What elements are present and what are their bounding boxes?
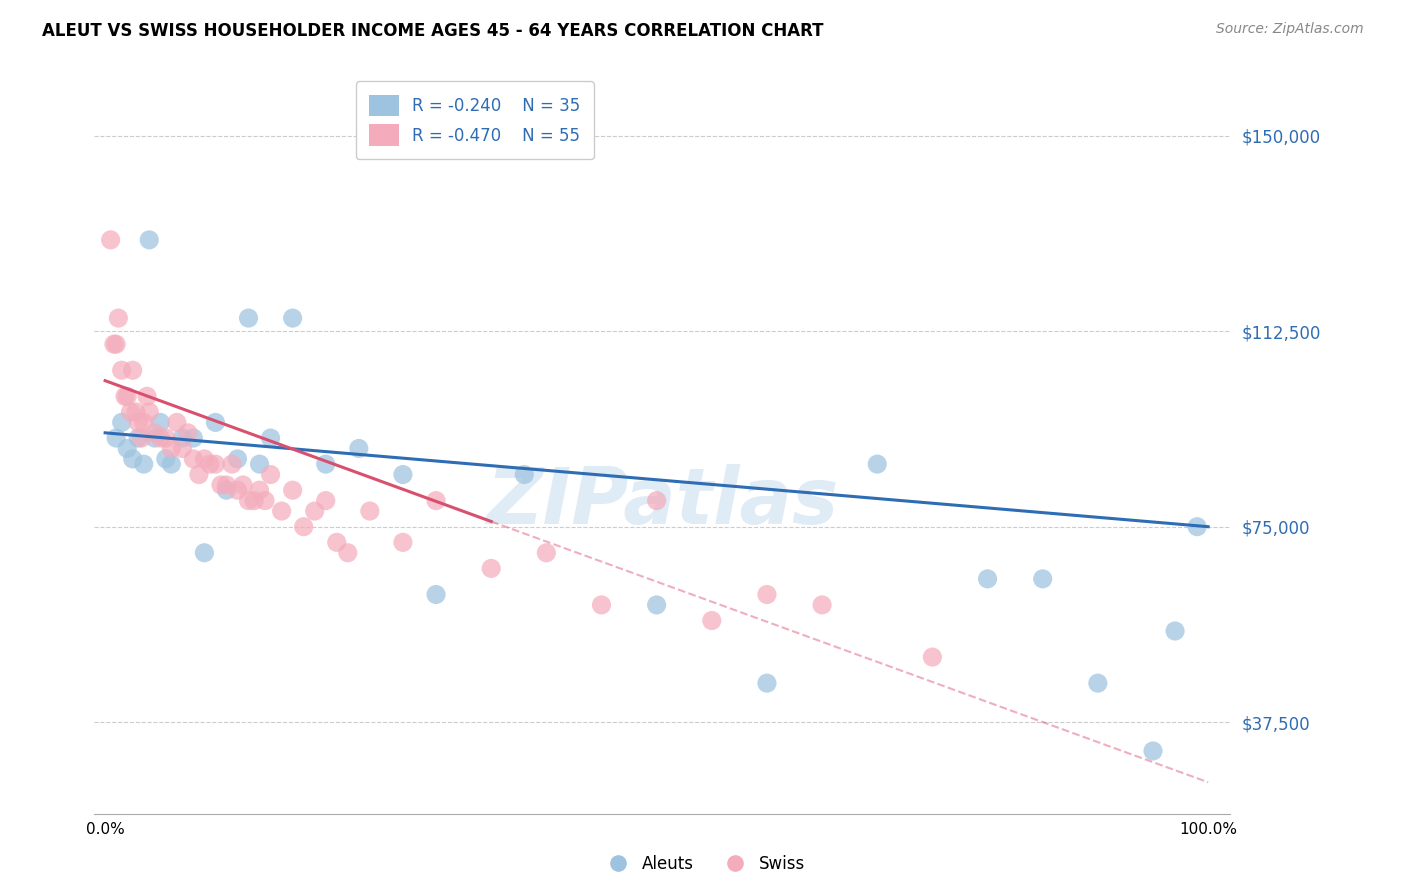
Point bbox=[249, 457, 271, 471]
Point bbox=[149, 416, 172, 430]
Point bbox=[755, 587, 778, 601]
Point bbox=[125, 405, 148, 419]
Point bbox=[115, 389, 138, 403]
Text: Source: ZipAtlas.com: Source: ZipAtlas.com bbox=[1216, 22, 1364, 37]
Point bbox=[921, 650, 943, 665]
Point bbox=[645, 493, 668, 508]
Point bbox=[238, 311, 260, 326]
Point bbox=[226, 451, 249, 466]
Point bbox=[127, 416, 149, 430]
Point bbox=[536, 546, 558, 560]
Point bbox=[976, 572, 998, 586]
Point bbox=[336, 546, 359, 560]
Text: ALEUT VS SWISS HOUSEHOLDER INCOME AGES 45 - 64 YEARS CORRELATION CHART: ALEUT VS SWISS HOUSEHOLDER INCOME AGES 4… bbox=[42, 22, 824, 40]
Point bbox=[249, 483, 271, 498]
Point bbox=[700, 614, 723, 628]
Point bbox=[254, 493, 277, 508]
Point bbox=[193, 451, 215, 466]
Point bbox=[270, 504, 292, 518]
Point bbox=[177, 425, 200, 440]
Point bbox=[138, 233, 160, 247]
Point bbox=[100, 233, 122, 247]
Point bbox=[204, 416, 226, 430]
Point bbox=[138, 405, 160, 419]
Point bbox=[115, 442, 138, 456]
Point bbox=[281, 483, 304, 498]
Point bbox=[149, 431, 172, 445]
Point bbox=[183, 431, 205, 445]
Point bbox=[221, 457, 243, 471]
Point bbox=[111, 363, 134, 377]
Point bbox=[114, 389, 136, 403]
Point bbox=[811, 598, 834, 612]
Point bbox=[209, 478, 232, 492]
Point bbox=[359, 504, 381, 518]
Point bbox=[866, 457, 889, 471]
Point bbox=[204, 457, 226, 471]
Point bbox=[1032, 572, 1054, 586]
Point bbox=[183, 451, 205, 466]
Legend: Aleuts, Swiss: Aleuts, Swiss bbox=[595, 848, 811, 880]
Point bbox=[392, 535, 415, 549]
Point bbox=[215, 478, 238, 492]
Point bbox=[259, 467, 281, 482]
Point bbox=[392, 467, 415, 482]
Point bbox=[243, 493, 266, 508]
Point bbox=[136, 389, 159, 403]
Point bbox=[143, 431, 166, 445]
Point bbox=[160, 457, 183, 471]
Point bbox=[166, 416, 188, 430]
Point bbox=[226, 483, 249, 498]
Point bbox=[1142, 744, 1164, 758]
Point bbox=[111, 416, 134, 430]
Point bbox=[105, 431, 128, 445]
Point bbox=[155, 451, 177, 466]
Point bbox=[160, 442, 183, 456]
Point bbox=[281, 311, 304, 326]
Point bbox=[1087, 676, 1109, 690]
Point bbox=[425, 493, 447, 508]
Point bbox=[591, 598, 613, 612]
Point bbox=[107, 311, 129, 326]
Point bbox=[513, 467, 536, 482]
Point bbox=[172, 442, 194, 456]
Point bbox=[645, 598, 668, 612]
Point bbox=[103, 337, 125, 351]
Point bbox=[479, 561, 502, 575]
Point bbox=[315, 493, 337, 508]
Point bbox=[155, 431, 177, 445]
Point bbox=[120, 405, 142, 419]
Point bbox=[121, 363, 143, 377]
Point bbox=[198, 457, 221, 471]
Text: ZIPatlas: ZIPatlas bbox=[486, 465, 838, 541]
Point bbox=[1185, 519, 1208, 533]
Point bbox=[1164, 624, 1187, 638]
Point bbox=[259, 431, 281, 445]
Point bbox=[304, 504, 326, 518]
Point bbox=[121, 451, 143, 466]
Point bbox=[326, 535, 349, 549]
Point bbox=[143, 425, 166, 440]
Point bbox=[347, 442, 370, 456]
Point bbox=[172, 431, 194, 445]
Point bbox=[127, 431, 149, 445]
Point bbox=[292, 519, 315, 533]
Point bbox=[132, 457, 155, 471]
Point bbox=[315, 457, 337, 471]
Point bbox=[131, 431, 153, 445]
Point bbox=[215, 483, 238, 498]
Point bbox=[238, 493, 260, 508]
Point bbox=[232, 478, 254, 492]
Point bbox=[105, 337, 128, 351]
Point bbox=[755, 676, 778, 690]
Point bbox=[425, 587, 447, 601]
Legend: R = -0.240    N = 35, R = -0.470    N = 55: R = -0.240 N = 35, R = -0.470 N = 55 bbox=[356, 81, 593, 159]
Point bbox=[187, 467, 209, 482]
Point bbox=[132, 416, 155, 430]
Point bbox=[193, 546, 215, 560]
